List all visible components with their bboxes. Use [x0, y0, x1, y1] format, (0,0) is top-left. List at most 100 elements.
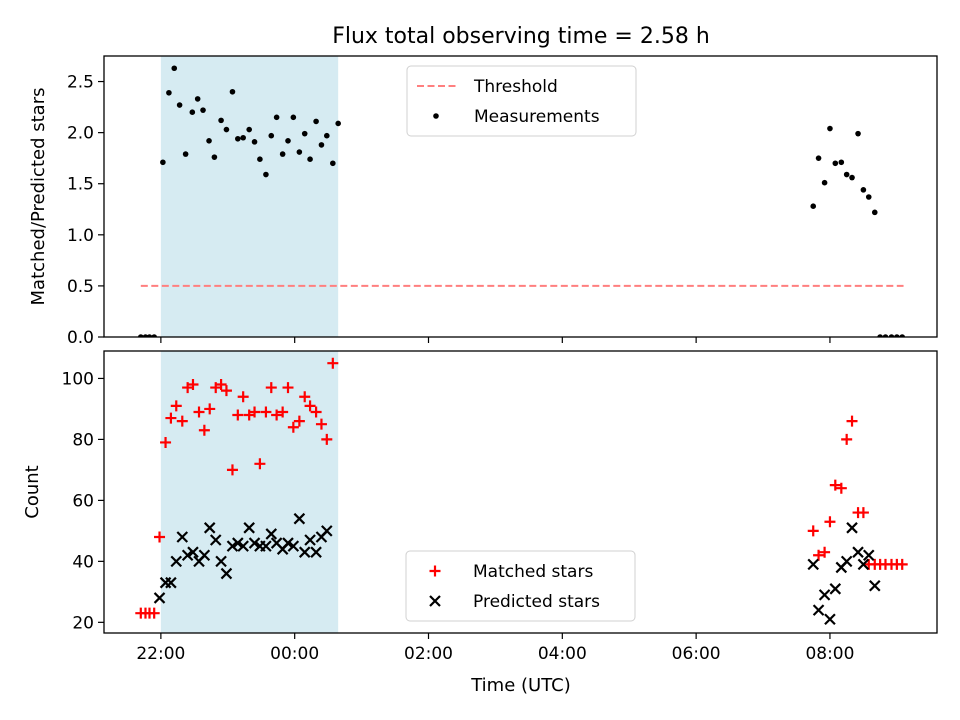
matched-star-point — [165, 412, 177, 424]
predicted-star-point — [220, 567, 233, 580]
data-point — [810, 203, 817, 210]
predicted-star-point — [287, 540, 300, 552]
predicted-star-point — [153, 592, 166, 604]
predicted-star-point — [862, 549, 875, 562]
y-tick-label: 0.0 — [67, 328, 94, 348]
data-point — [832, 160, 839, 167]
predicted-star-point — [226, 540, 239, 552]
y-axis-label: Count — [22, 465, 43, 518]
data-point — [285, 138, 291, 144]
data-point — [223, 126, 230, 133]
matched-star-point — [293, 415, 305, 427]
matched-star-point — [819, 546, 831, 558]
chart-title: Flux total observing time = 2.58 h — [332, 24, 710, 49]
matched-star-point — [327, 357, 339, 369]
legend-box — [405, 550, 636, 622]
matched-star-point — [282, 382, 294, 394]
matched-star-point — [226, 464, 238, 476]
matched-star-point — [277, 406, 289, 418]
data-point — [815, 155, 822, 161]
legend: Matched stars Predicted stars — [405, 550, 636, 622]
y-tick-label: 2.5 — [67, 73, 94, 93]
matched-star-point — [287, 421, 299, 433]
y-axis-label: Matched/Predicted stars — [28, 88, 49, 306]
predicted-star-point — [209, 534, 222, 546]
y-tick-label: 20 — [72, 613, 94, 633]
legend-label: Matched stars — [473, 562, 593, 582]
count-panel: 22:00 00:00 02:00 04:00 06:00 08:00 20 40 60 80 10… — [22, 350, 938, 664]
data-point — [821, 179, 828, 186]
matched-star-point — [310, 406, 322, 418]
ratio-panel: 0.0 0.5 1.0 1.5 2.0 2.5 Matched/Predicted star… — [28, 55, 938, 348]
predicted-star-point — [232, 537, 244, 549]
legend-label: Predicted stars — [473, 592, 600, 612]
predicted-star-point — [868, 579, 881, 592]
predicted-star-point — [260, 540, 272, 552]
data-point — [151, 334, 157, 337]
data-point — [263, 171, 269, 178]
y-tick-label: 1.5 — [67, 175, 94, 195]
predicted-star-point — [321, 525, 333, 537]
matched-star-point — [321, 433, 333, 445]
matched-star-point — [315, 418, 327, 430]
predicted-star-point — [298, 546, 311, 558]
matched-star-point — [835, 482, 847, 494]
data-point — [827, 125, 833, 132]
matched-star-point — [170, 400, 182, 412]
matched-star-point — [204, 403, 216, 415]
predicted-star-point — [829, 583, 842, 595]
matched-star-point — [829, 479, 841, 491]
data-point — [251, 139, 258, 145]
data-point — [229, 88, 236, 95]
data-point — [160, 159, 166, 166]
data-point — [433, 113, 439, 119]
matched-star-point — [260, 406, 272, 418]
x-tick-label: 06:00 — [672, 644, 721, 664]
matched-star-point — [148, 607, 160, 619]
matched-star-point — [896, 558, 908, 570]
data-point — [257, 156, 263, 163]
matched-star-point — [187, 379, 199, 391]
predicted-star-point — [429, 595, 441, 607]
matched-star-point — [254, 458, 266, 470]
matched-star-point — [813, 549, 825, 561]
matched-star-point — [271, 409, 283, 421]
data-point — [855, 130, 861, 137]
plot-area — [135, 351, 908, 633]
data-point — [176, 102, 183, 108]
data-point — [335, 120, 341, 127]
matched-star-point — [304, 400, 316, 412]
predicted-star-point — [170, 555, 183, 568]
data-point — [899, 334, 906, 337]
plot-area — [138, 56, 906, 337]
y-tick-label: 2.0 — [67, 124, 94, 144]
predicted-star-point — [812, 604, 825, 616]
data-point — [838, 159, 845, 166]
data-point — [218, 117, 224, 124]
x-tick-label: 02:00 — [404, 644, 453, 664]
data-point — [273, 114, 280, 121]
matched-star-point — [429, 565, 441, 577]
observing-window-span — [160, 351, 339, 633]
data-point — [235, 135, 241, 142]
data-point — [200, 107, 206, 113]
data-point — [138, 334, 144, 337]
data-point — [246, 126, 252, 133]
predicted-star-point — [818, 589, 831, 601]
matched-star-point — [232, 409, 244, 421]
data-point — [182, 151, 189, 157]
legend: Threshold Measurements — [406, 65, 637, 137]
data-point — [877, 334, 883, 337]
data-point — [843, 171, 850, 178]
data-point — [860, 187, 867, 193]
data-point — [318, 142, 325, 148]
axes-frame — [103, 350, 938, 634]
x-tick-label: 08:00 — [805, 644, 854, 664]
predicted-star-point — [282, 537, 294, 549]
predicted-star-point — [243, 522, 255, 534]
data-point — [871, 209, 878, 216]
predicted-star-point — [215, 555, 227, 568]
predicted-star-point — [198, 549, 211, 562]
predicted-star-point — [824, 613, 836, 626]
y-tick-label: 100 — [62, 369, 94, 389]
